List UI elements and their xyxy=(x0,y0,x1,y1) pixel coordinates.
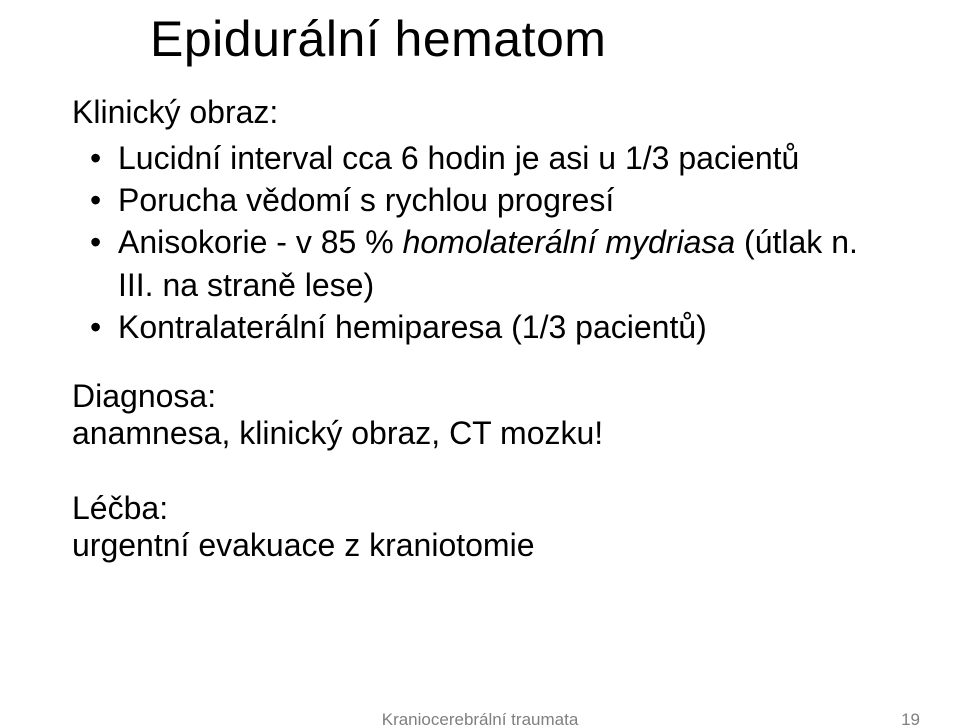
bullet-item: Anisokorie - v 85 % homolaterální mydria… xyxy=(90,221,900,305)
slide-title: Epidurální hematom xyxy=(150,10,900,68)
treatment-block: Léčba: urgentní evakuace z kraniotomie xyxy=(72,490,900,564)
bullet-text: Lucidní interval cca 6 hodin je asi u 1/… xyxy=(118,140,799,176)
slide: Epidurální hematom Klinický obraz: Lucid… xyxy=(0,0,960,726)
footer-center-text: Kraniocerebrální traumata xyxy=(382,710,579,726)
bullet-text: Kontralaterální hemiparesa (1/3 pacientů… xyxy=(118,309,707,345)
bullet-text: Porucha vědomí s rychlou progresí xyxy=(118,182,614,218)
bullet-item: Lucidní interval cca 6 hodin je asi u 1/… xyxy=(90,137,900,179)
clinical-bullets: Lucidní interval cca 6 hodin je asi u 1/… xyxy=(90,137,900,348)
diagnosis-text: anamnesa, klinický obraz, CT mozku! xyxy=(72,415,900,452)
treatment-label: Léčba: xyxy=(72,490,900,527)
diagnosis-block: Diagnosa: anamnesa, klinický obraz, CT m… xyxy=(72,378,900,452)
bullet-italic: homolaterální mydriasa xyxy=(403,224,736,260)
clinical-label: Klinický obraz: xyxy=(72,94,900,131)
bullet-prefix: Anisokorie - v 85 % xyxy=(118,224,403,260)
bullet-item: Kontralaterální hemiparesa (1/3 pacientů… xyxy=(90,306,900,348)
footer-page-number: 19 xyxy=(901,710,920,726)
diagnosis-label: Diagnosa: xyxy=(72,378,900,415)
treatment-text: urgentní evakuace z kraniotomie xyxy=(72,527,900,564)
bullet-item: Porucha vědomí s rychlou progresí xyxy=(90,179,900,221)
